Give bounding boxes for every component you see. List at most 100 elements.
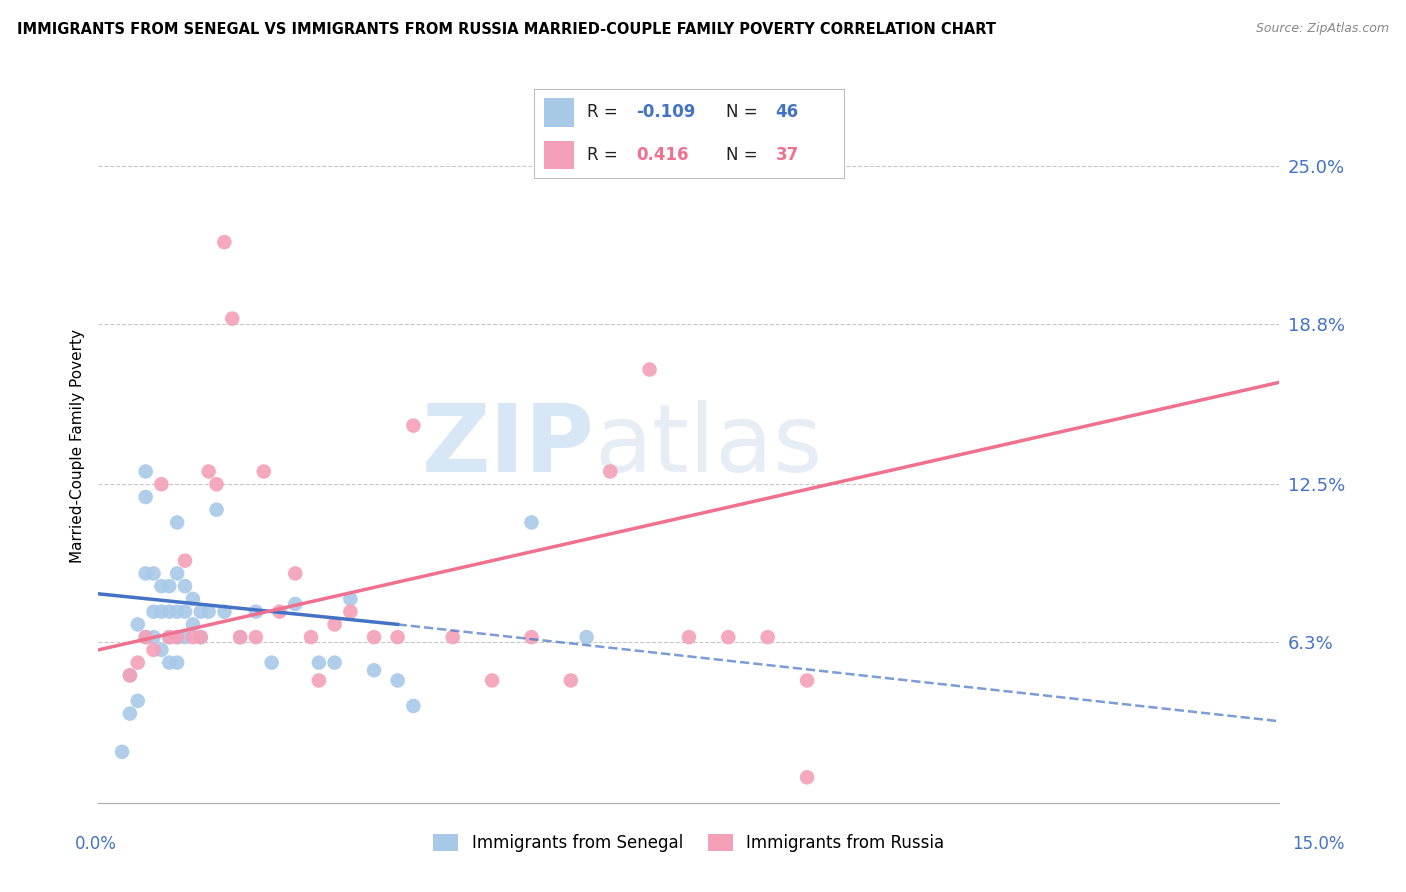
- Text: ZIP: ZIP: [422, 400, 595, 492]
- Point: [205, 502, 228, 516]
- Point: [135, 630, 157, 644]
- Point: [197, 605, 219, 619]
- Point: [323, 617, 346, 632]
- Text: Source: ZipAtlas.com: Source: ZipAtlas.com: [1256, 22, 1389, 36]
- Text: 37: 37: [776, 146, 799, 164]
- Point: [135, 630, 157, 644]
- Point: [214, 605, 236, 619]
- Point: [253, 465, 276, 479]
- Point: [402, 698, 425, 713]
- Point: [197, 465, 219, 479]
- Point: [229, 630, 252, 644]
- Point: [717, 630, 740, 644]
- Point: [181, 591, 204, 606]
- Point: [245, 630, 267, 644]
- Point: [638, 362, 661, 376]
- Point: [150, 605, 173, 619]
- Point: [599, 465, 621, 479]
- Point: [111, 745, 134, 759]
- Point: [157, 579, 180, 593]
- Point: [174, 579, 197, 593]
- Text: -0.109: -0.109: [637, 103, 696, 121]
- Point: [150, 477, 173, 491]
- Text: 15.0%: 15.0%: [1292, 835, 1346, 853]
- Point: [299, 630, 322, 644]
- Point: [174, 554, 197, 568]
- Text: IMMIGRANTS FROM SENEGAL VS IMMIGRANTS FROM RUSSIA MARRIED-COUPLE FAMILY POVERTY : IMMIGRANTS FROM SENEGAL VS IMMIGRANTS FR…: [17, 22, 995, 37]
- Point: [190, 630, 212, 644]
- Point: [284, 597, 307, 611]
- Point: [181, 617, 204, 632]
- Point: [166, 656, 188, 670]
- Point: [127, 617, 149, 632]
- Point: [157, 656, 180, 670]
- Point: [118, 706, 141, 721]
- Point: [520, 516, 543, 530]
- Point: [269, 605, 291, 619]
- Point: [190, 605, 212, 619]
- Point: [221, 311, 243, 326]
- Bar: [544, 141, 575, 169]
- Point: [142, 643, 165, 657]
- Point: [575, 630, 598, 644]
- Point: [205, 477, 228, 491]
- Point: [481, 673, 503, 688]
- Point: [181, 630, 204, 644]
- Point: [118, 668, 141, 682]
- Point: [756, 630, 779, 644]
- Point: [363, 663, 385, 677]
- Text: 0.416: 0.416: [637, 146, 689, 164]
- Point: [323, 656, 346, 670]
- Text: atlas: atlas: [595, 400, 823, 492]
- Point: [166, 566, 188, 581]
- Point: [560, 673, 582, 688]
- Point: [190, 630, 212, 644]
- Point: [308, 673, 330, 688]
- Point: [402, 418, 425, 433]
- Point: [127, 694, 149, 708]
- Point: [520, 630, 543, 644]
- Point: [127, 656, 149, 670]
- Text: R =: R =: [586, 146, 617, 164]
- Point: [135, 566, 157, 581]
- Point: [284, 566, 307, 581]
- Point: [678, 630, 700, 644]
- Point: [174, 630, 197, 644]
- Point: [245, 605, 267, 619]
- Point: [157, 605, 180, 619]
- Text: 46: 46: [776, 103, 799, 121]
- Point: [214, 235, 236, 249]
- Point: [166, 605, 188, 619]
- Point: [308, 656, 330, 670]
- Point: [260, 656, 283, 670]
- Point: [166, 630, 188, 644]
- Text: R =: R =: [586, 103, 617, 121]
- Point: [339, 605, 361, 619]
- Text: N =: N =: [725, 146, 758, 164]
- Point: [166, 630, 188, 644]
- Point: [174, 605, 197, 619]
- Text: 0.0%: 0.0%: [75, 835, 117, 853]
- Point: [118, 668, 141, 682]
- Point: [135, 465, 157, 479]
- Text: N =: N =: [725, 103, 758, 121]
- Point: [150, 643, 173, 657]
- Point: [387, 673, 409, 688]
- Bar: [544, 98, 575, 127]
- Point: [387, 630, 409, 644]
- Point: [142, 566, 165, 581]
- Point: [339, 591, 361, 606]
- Point: [796, 770, 818, 784]
- Point: [363, 630, 385, 644]
- Point: [441, 630, 464, 644]
- Point: [142, 605, 165, 619]
- Point: [142, 630, 165, 644]
- Legend: Immigrants from Senegal, Immigrants from Russia: Immigrants from Senegal, Immigrants from…: [427, 827, 950, 859]
- Point: [157, 630, 180, 644]
- Point: [166, 516, 188, 530]
- Point: [150, 579, 173, 593]
- Point: [157, 630, 180, 644]
- Point: [796, 673, 818, 688]
- Point: [229, 630, 252, 644]
- Point: [135, 490, 157, 504]
